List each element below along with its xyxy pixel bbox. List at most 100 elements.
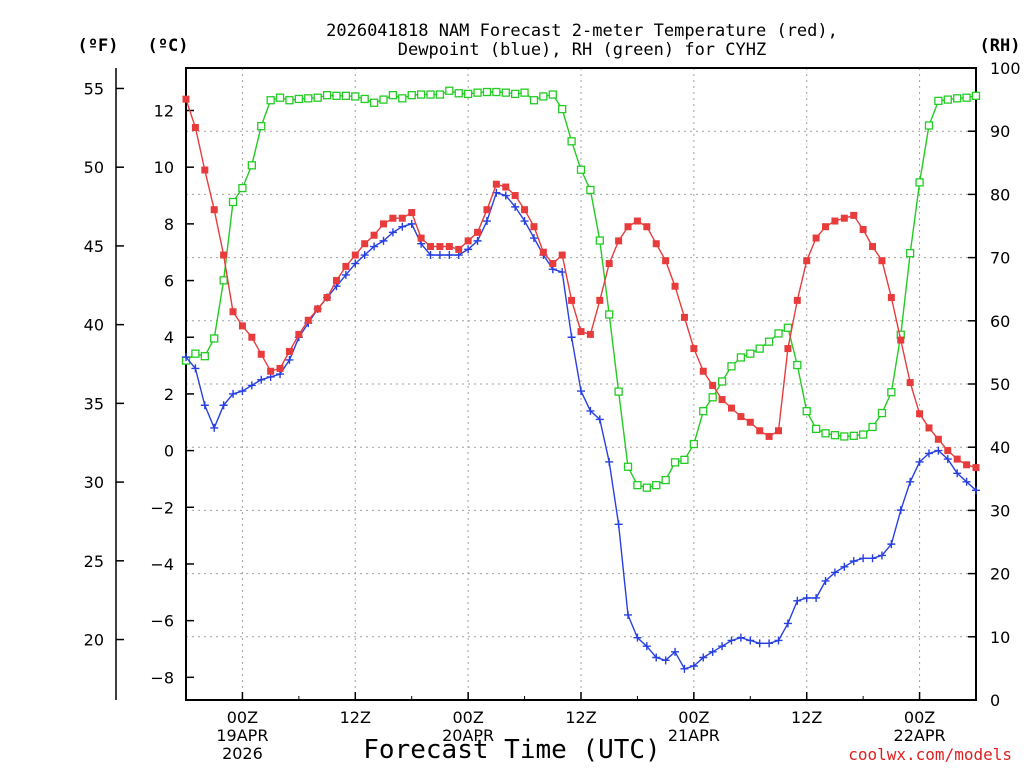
- dewpoint-point: [924, 449, 933, 458]
- rh-point: [398, 94, 407, 103]
- rh-point: [783, 323, 793, 332]
- temperature-point: [229, 308, 237, 316]
- rh-point: [539, 92, 548, 101]
- rh-point: [830, 431, 840, 440]
- rh-point: [548, 90, 557, 99]
- grid-lines: [186, 68, 976, 700]
- temperature-point: [342, 262, 350, 270]
- temperature-point: [201, 166, 209, 174]
- rh-point: [793, 360, 802, 370]
- temperature-point: [210, 206, 218, 214]
- temperature-point: [285, 347, 293, 355]
- temperature-point: [605, 260, 613, 268]
- fahrenheit-tick-label: 25: [84, 552, 104, 571]
- dewpoint-point: [614, 520, 623, 529]
- temperature-point: [558, 251, 566, 259]
- dewpoint-point: [972, 486, 980, 495]
- fahrenheit-tick-label: 50: [84, 158, 104, 177]
- dewpoint-point: [642, 642, 651, 651]
- rh-point: [652, 480, 661, 490]
- dewpoint-point: [586, 406, 595, 415]
- dewpoint-point: [689, 661, 698, 670]
- dewpoint-point: [435, 251, 444, 260]
- rh-point: [633, 480, 642, 490]
- dewpoint-point: [529, 234, 538, 243]
- rh-point: [257, 121, 266, 131]
- celsius-tick-label: 8: [164, 215, 174, 234]
- dewpoint-point: [896, 506, 905, 515]
- rh-point: [435, 90, 445, 99]
- rh-point: [934, 96, 943, 106]
- dewpoint-point: [802, 593, 811, 602]
- temperature-point: [332, 277, 340, 285]
- celsius-tick-label: −8: [150, 668, 174, 687]
- rh-point: [764, 337, 774, 346]
- temperature-point: [624, 223, 632, 231]
- dewpoint-point: [511, 202, 520, 211]
- dewpoint-point: [360, 251, 369, 260]
- rh-point: [191, 349, 200, 358]
- temperature-point: [191, 124, 199, 132]
- fahrenheit-tick-label: 20: [84, 631, 104, 650]
- rh-tick-label: 80: [990, 185, 1010, 204]
- dewpoint-point: [906, 477, 915, 486]
- temperature-point: [662, 257, 670, 265]
- rh-point: [858, 430, 868, 439]
- dewpoint-point: [426, 251, 435, 260]
- unit-label-rh: (RH): [980, 36, 1021, 56]
- temperature-point: [737, 413, 745, 421]
- dewpoint-point: [821, 576, 830, 585]
- rh-point: [849, 431, 858, 440]
- rh-point: [369, 98, 379, 107]
- temperature-point: [417, 234, 425, 242]
- rh-point: [717, 377, 727, 386]
- dewpoint-point: [595, 415, 604, 424]
- temperature-point: [944, 447, 952, 455]
- temperature-point: [746, 418, 754, 426]
- rh-point: [266, 96, 275, 105]
- dewpoint-point: [708, 647, 717, 656]
- temperature-point: [549, 260, 557, 268]
- temperature-point: [182, 95, 190, 103]
- rh-point: [285, 96, 294, 105]
- rh-point: [680, 455, 689, 464]
- chart-title-line2: Dewpoint (blue), RH (green) for CYHZ: [398, 40, 766, 60]
- rh-point: [219, 276, 228, 285]
- rh-tick-label: 20: [990, 565, 1010, 584]
- fahrenheit-tick-label: 30: [84, 473, 104, 492]
- rh-point: [332, 91, 341, 100]
- temperature-point: [483, 206, 491, 214]
- time-tick-label: 00Z: [452, 708, 483, 727]
- temperature-point: [323, 294, 331, 302]
- dewpoint-point: [793, 596, 802, 605]
- temperature-point: [963, 461, 971, 469]
- dewpoint-point: [341, 270, 350, 279]
- temperature-point: [248, 333, 256, 341]
- dewpoint-point: [191, 364, 200, 373]
- rh-tick-label: 90: [990, 122, 1010, 141]
- temperature-point: [577, 328, 585, 336]
- temperature-point: [897, 336, 905, 344]
- rh-tick-label: 40: [990, 438, 1010, 457]
- dewpoint-point: [962, 477, 971, 486]
- dewpoint-point: [351, 259, 360, 268]
- temperature-point: [511, 192, 519, 200]
- celsius-tick-label: −4: [150, 555, 174, 574]
- temperature-point: [539, 248, 547, 256]
- temperature-point: [775, 427, 782, 435]
- rh-point: [492, 87, 501, 97]
- celsius-tick-label: −2: [150, 498, 174, 517]
- temperature-point: [633, 217, 641, 225]
- temperature-point: [916, 410, 924, 418]
- temperature-point: [671, 282, 679, 290]
- dewpoint-point: [915, 457, 924, 466]
- temperature-point: [380, 220, 387, 228]
- rh-tick-label: 50: [990, 375, 1010, 394]
- time-tick-date: 22APR: [894, 726, 946, 745]
- rh-point: [924, 121, 934, 130]
- temperature-point: [953, 455, 961, 463]
- dewpoint-point: [718, 642, 727, 651]
- rh-point: [595, 236, 604, 245]
- rh-point: [379, 95, 388, 104]
